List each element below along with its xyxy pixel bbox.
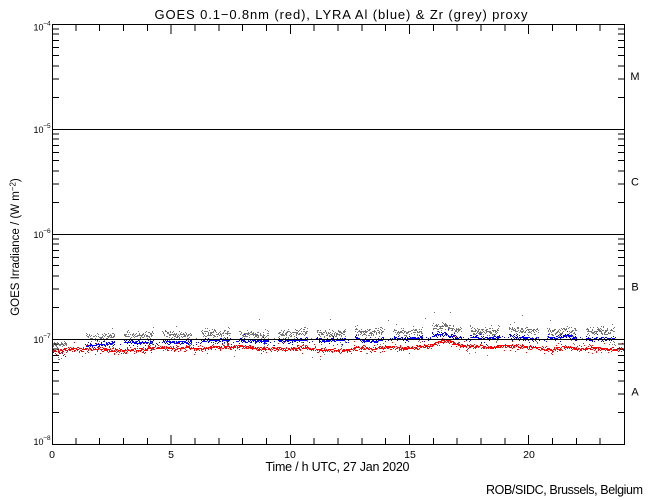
svg-text:GOES Irradiance / (W m−2): GOES Irradiance / (W m−2) [9,178,23,316]
svg-text:10: 10 [33,23,43,33]
svg-text:M: M [630,71,639,83]
svg-text:15: 15 [404,449,416,461]
svg-text:5: 5 [168,449,174,461]
svg-text:−7: −7 [43,333,51,340]
svg-text:10: 10 [33,437,43,447]
svg-text:−4: −4 [43,20,51,27]
svg-text:10: 10 [33,335,43,345]
svg-text:C: C [631,177,639,189]
svg-text:Time / h UTC, 27 Jan 2020: Time / h UTC, 27 Jan 2020 [266,460,410,474]
svg-text:−8: −8 [43,435,51,442]
svg-text:−6: −6 [43,228,51,235]
svg-text:GOES 0.1−0.8nm (red), LYRA Al: GOES 0.1−0.8nm (red), LYRA Al (blue) & Z… [155,7,529,22]
svg-text:−5: −5 [43,123,51,130]
svg-text:10: 10 [33,230,43,240]
svg-text:A: A [631,387,639,399]
svg-text:ROB/SIDC, Brussels, Belgium: ROB/SIDC, Brussels, Belgium [486,483,643,497]
svg-text:10: 10 [33,125,43,135]
svg-text:20: 20 [523,449,535,461]
svg-text:0: 0 [49,449,55,461]
svg-text:B: B [631,282,638,294]
svg-text:10: 10 [284,449,296,461]
